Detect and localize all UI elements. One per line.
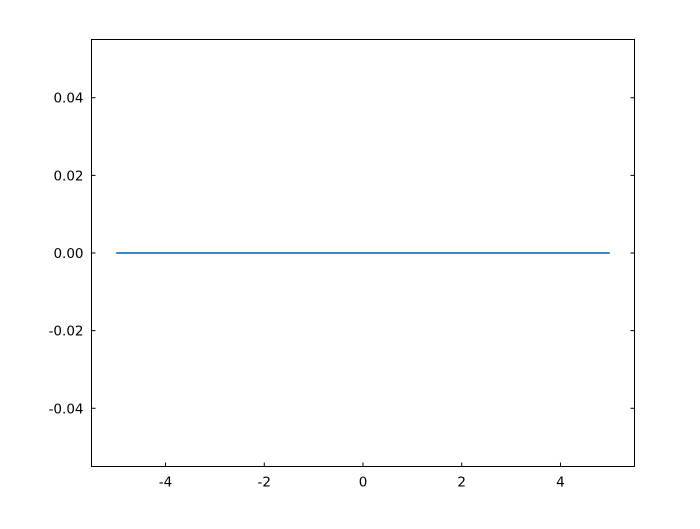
y-tick-label: -0.02 bbox=[49, 324, 84, 340]
x-tick-label: 0 bbox=[359, 475, 368, 491]
y-tick-label: 0.02 bbox=[53, 168, 83, 184]
y-tick-label: 0.04 bbox=[53, 91, 83, 107]
x-tick-label: 2 bbox=[457, 475, 466, 491]
x-tick-label: -2 bbox=[258, 475, 271, 491]
y-tick-label: 0.00 bbox=[53, 246, 83, 262]
x-tick-label: -4 bbox=[159, 475, 172, 491]
y-tick-label: -0.04 bbox=[49, 401, 84, 417]
x-tick-label: 4 bbox=[556, 475, 565, 491]
axes-frame bbox=[91, 39, 635, 467]
